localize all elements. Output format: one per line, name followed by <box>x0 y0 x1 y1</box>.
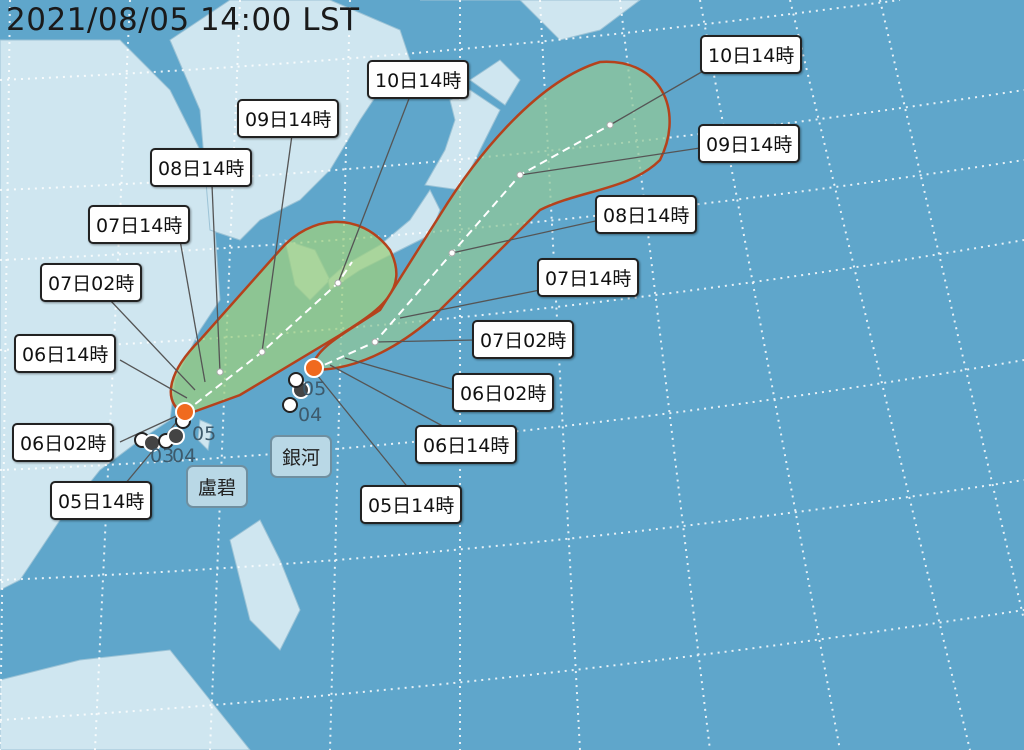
timestamp: 2021/08/05 14:00 LST <box>6 2 360 38</box>
day-label: 04 <box>172 445 197 467</box>
forecast-label: 05日14時 <box>50 481 153 520</box>
forecast-label: 10日14時 <box>367 60 470 99</box>
current-position-lupit <box>175 402 195 422</box>
forecast-label: 06日02時 <box>12 423 115 462</box>
storm-name-lupit[interactable]: 盧碧 <box>186 465 249 508</box>
day-label: 04 <box>298 404 323 426</box>
forecast-points <box>216 121 614 376</box>
forecast-label: 07日14時 <box>537 258 640 297</box>
forecast-label: 07日02時 <box>472 320 575 359</box>
forecast-cone-lupit <box>169 220 398 417</box>
forecast-cone-nepartak <box>311 60 671 372</box>
forecast-label: 07日02時 <box>40 263 143 302</box>
forecast-label: 06日14時 <box>14 334 117 373</box>
forecast-label: 08日14時 <box>595 195 698 234</box>
day-label: 05 <box>192 423 217 445</box>
forecast-label: 09日14時 <box>698 124 801 163</box>
day-label: 03 <box>150 445 175 467</box>
forecast-label: 09日14時 <box>237 99 340 138</box>
current-position-nepartak <box>304 358 324 378</box>
forecast-label: 05日14時 <box>360 485 463 524</box>
forecast-label: 10日14時 <box>700 35 803 74</box>
forecast-label: 07日14時 <box>88 205 191 244</box>
forecast-label: 08日14時 <box>150 148 253 187</box>
forecast-label: 06日02時 <box>452 373 555 412</box>
past-positions <box>134 372 310 452</box>
forecast-label: 06日14時 <box>415 425 518 464</box>
storm-name-nepartak[interactable]: 銀河 <box>270 435 333 478</box>
day-label: 05 <box>302 378 327 400</box>
